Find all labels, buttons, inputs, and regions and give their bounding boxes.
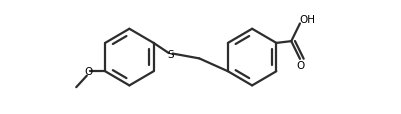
Text: OH: OH bbox=[300, 15, 316, 25]
Text: O: O bbox=[84, 67, 92, 77]
Text: O: O bbox=[296, 61, 304, 70]
Text: S: S bbox=[167, 50, 174, 60]
